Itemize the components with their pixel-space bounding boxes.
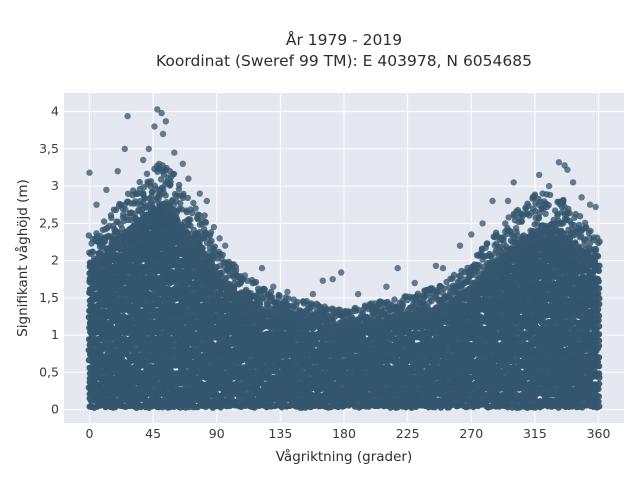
chart-title-line-2: Koordinat (Sweref 99 TM): E 403978, N 60…	[156, 52, 532, 70]
data-points	[85, 106, 603, 411]
chart-title-line-1: År 1979 - 2019	[286, 30, 402, 49]
